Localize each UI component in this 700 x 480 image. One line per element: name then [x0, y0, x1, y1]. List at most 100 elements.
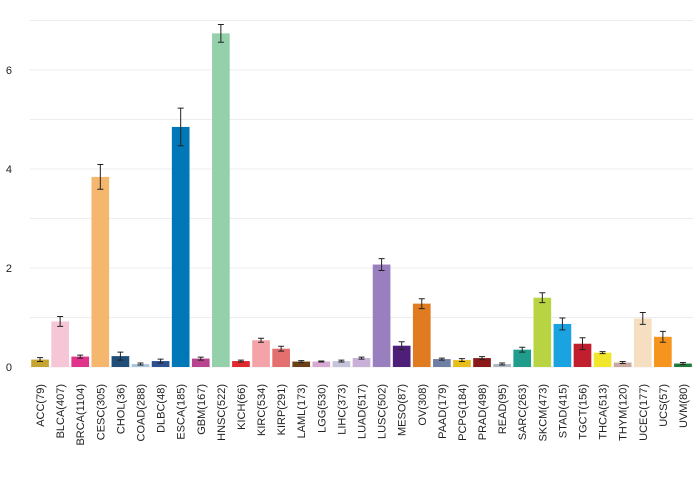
error-bar [659, 330, 666, 343]
error-bar [599, 351, 606, 355]
error-bar [137, 362, 144, 366]
x-tick-label: ESCA(185) [176, 384, 188, 440]
error-bar [77, 354, 84, 359]
x-tick-label: GBM(167) [196, 384, 208, 435]
bar [613, 362, 632, 367]
y-axis: 0 2 4 6 [6, 65, 12, 374]
bar [593, 352, 612, 367]
bar [473, 358, 491, 367]
bar [372, 264, 391, 367]
error-bar [619, 361, 626, 365]
error-bar [318, 360, 325, 363]
error-bar [458, 358, 465, 363]
x-tick-label: LUAD(517) [357, 384, 369, 439]
bar [31, 359, 49, 367]
x-tick-label: SKCM(473) [537, 384, 549, 441]
error-bar [217, 23, 224, 43]
x-tick-label: TGCT(156) [578, 384, 590, 440]
x-tick-label: SARC(263) [517, 384, 529, 440]
error-bar [479, 356, 486, 361]
error-bar [237, 359, 244, 363]
x-tick-label: UVM(80) [678, 384, 690, 428]
x-tick-label: PRAD(498) [477, 384, 489, 440]
x-tick-label: BLCA(407) [55, 384, 67, 438]
error-bar [539, 292, 546, 304]
bar [392, 345, 411, 367]
x-tick-label: UCS(57) [658, 384, 670, 427]
error-bar [117, 351, 124, 361]
x-tick-label: KIRP(291) [276, 384, 288, 435]
bar [171, 126, 190, 367]
bar [312, 361, 331, 367]
x-axis: ACC(79) BLCA(407) BRCA(1104) CESC(305) CHOL(… [35, 384, 690, 446]
x-tick-label: COAD(288) [136, 384, 148, 441]
bar [111, 356, 130, 367]
x-tick-label: PCPG(184) [457, 384, 469, 441]
error-bar [398, 341, 405, 351]
error-bar [358, 356, 365, 360]
bar [332, 361, 351, 367]
x-tick-label: READ(95) [497, 384, 509, 434]
bar [513, 349, 532, 367]
bar [91, 176, 110, 367]
y-tick-label: 6 [6, 65, 12, 77]
x-tick-label: CESC(305) [95, 384, 107, 440]
error-bar [97, 164, 104, 190]
x-tick-label: HNSC(522) [216, 384, 228, 441]
x-tick-label: KIRC(534) [256, 384, 268, 436]
y-tick-label: 4 [6, 164, 12, 176]
x-tick-label: OV(308) [417, 384, 429, 426]
error-bar [579, 337, 586, 351]
x-tick-label: STAD(415) [557, 384, 569, 438]
x-tick-label: KICH(66) [236, 384, 248, 430]
bar [252, 340, 270, 367]
bars [31, 33, 692, 368]
error-bar [499, 362, 506, 366]
error-bar [177, 107, 184, 147]
error-bar [418, 298, 425, 310]
error-bar [639, 312, 646, 325]
x-tick-label: CHOL(36) [115, 384, 127, 434]
bar [272, 348, 290, 367]
bar [573, 343, 592, 367]
error-bar [378, 258, 385, 271]
x-tick-label: LGG(530) [316, 384, 328, 433]
error-bar [258, 337, 265, 343]
error-bars [37, 23, 686, 366]
x-tick-label: THYM(120) [618, 384, 630, 441]
error-bar [519, 346, 526, 353]
x-tick-label: LUSC(502) [377, 384, 389, 439]
y-tick-label: 0 [6, 362, 12, 374]
bar [292, 361, 311, 367]
error-bar [37, 357, 44, 363]
bar [553, 323, 572, 367]
bar [533, 297, 552, 367]
bar [433, 359, 451, 367]
bar [51, 321, 69, 367]
bar [453, 360, 471, 367]
error-bar [438, 357, 445, 361]
error-bar [157, 358, 164, 364]
x-tick-label: MESO(87) [397, 384, 409, 436]
x-tick-label: THCA(513) [598, 384, 610, 440]
bar [232, 361, 250, 367]
error-bar [197, 356, 204, 361]
error-bar [338, 359, 345, 363]
x-tick-label: DLBC(48) [156, 384, 168, 433]
x-tick-label: LAML(173) [296, 384, 308, 438]
x-tick-label: UCEC(177) [638, 384, 650, 441]
bar [151, 361, 170, 367]
error-bar [298, 360, 305, 364]
error-bar [559, 317, 566, 331]
grid-lines [30, 20, 693, 368]
error-bar [278, 345, 285, 352]
bar [412, 303, 431, 367]
x-tick-label: BRCA(1104) [75, 384, 87, 446]
bar [654, 336, 672, 367]
x-tick-label: PAAD(179) [437, 384, 449, 439]
y-tick-label: 2 [6, 263, 12, 275]
x-tick-label: ACC(79) [35, 384, 47, 427]
bar [191, 358, 210, 367]
bar [674, 363, 692, 367]
